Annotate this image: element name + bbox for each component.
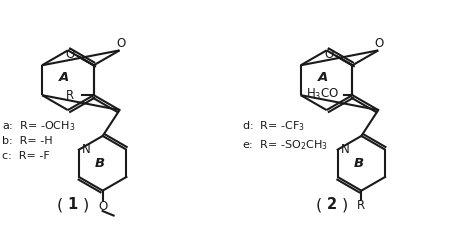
Text: A: A xyxy=(59,71,70,84)
Text: H$_3$CO: H$_3$CO xyxy=(306,86,339,102)
Text: b:  R= -H: b: R= -H xyxy=(2,136,52,146)
Text: O: O xyxy=(324,48,333,61)
Text: O: O xyxy=(374,38,384,51)
Text: (: ( xyxy=(56,197,63,212)
Text: 1: 1 xyxy=(68,197,78,212)
Text: d:  R= -CF$_3$: d: R= -CF$_3$ xyxy=(242,120,305,134)
Text: N: N xyxy=(341,143,349,156)
Text: A: A xyxy=(318,71,328,84)
Text: (: ( xyxy=(315,197,321,212)
Text: O: O xyxy=(65,48,74,61)
Text: ): ) xyxy=(83,197,89,212)
Text: a:  R= -OCH$_3$: a: R= -OCH$_3$ xyxy=(2,120,75,134)
Text: N: N xyxy=(82,143,91,156)
Text: O: O xyxy=(98,200,107,213)
Text: c:  R= -F: c: R= -F xyxy=(2,151,49,161)
Text: B: B xyxy=(95,157,105,170)
Text: R: R xyxy=(357,199,365,212)
Text: R: R xyxy=(66,89,74,102)
Text: B: B xyxy=(354,157,364,170)
Text: O: O xyxy=(116,38,125,51)
Text: ): ) xyxy=(341,197,348,212)
Text: 2: 2 xyxy=(327,197,337,212)
Text: e:  R= -SO$_2$CH$_3$: e: R= -SO$_2$CH$_3$ xyxy=(242,138,328,152)
